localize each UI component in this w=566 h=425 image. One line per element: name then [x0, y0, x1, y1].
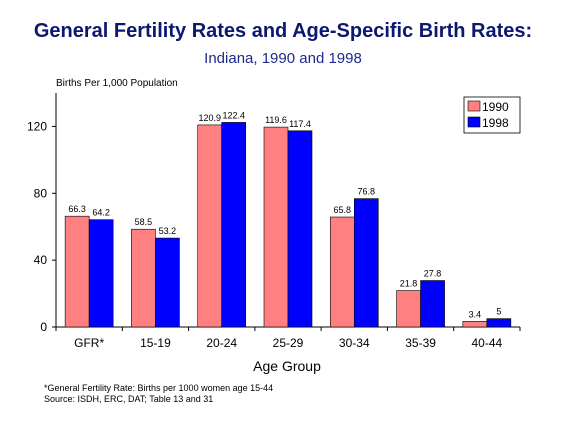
bar-1990	[263, 126, 289, 328]
bar-1998	[221, 122, 247, 328]
bar-value-label: 65.8	[334, 205, 352, 215]
bar-value-label: 21.8	[400, 279, 418, 289]
bar-1998	[287, 130, 313, 328]
bar-1990	[131, 228, 156, 328]
bar-value-label: 120.9	[198, 113, 221, 123]
bar-1998	[88, 219, 114, 328]
bar-value-label: 27.8	[424, 269, 442, 279]
x-tick-label: 20-24	[206, 336, 237, 350]
y-tick-label: 120	[27, 119, 47, 133]
bar-1990	[64, 215, 90, 328]
bar-value-label: 117.4	[289, 119, 311, 129]
y-axis-label: Births Per 1,000 Population	[56, 78, 178, 89]
x-tick-label: 35-39	[405, 336, 436, 350]
bar-value-label: 5	[496, 307, 501, 317]
bar-value-label: 66.3	[68, 204, 86, 214]
y-tick-label: 80	[34, 186, 48, 200]
bar-1998	[486, 318, 512, 328]
bar-value-label: 76.8	[358, 187, 376, 197]
bar-value-label: 122.4	[222, 110, 245, 120]
bar-1998	[353, 198, 379, 328]
legend-swatch	[467, 116, 481, 128]
bar-value-label: 3.4	[469, 309, 482, 319]
x-axis-label: Age Group	[253, 358, 321, 374]
x-tick-label: 40-44	[472, 336, 503, 350]
footnote-gfr: *General Fertility Rate: Births per 1000…	[44, 383, 274, 393]
bar-value-label: 53.2	[159, 226, 177, 236]
bar-1990	[396, 290, 421, 328]
x-tick-label: 25-29	[273, 336, 304, 350]
bar-1998	[420, 280, 445, 328]
bar-1990	[462, 321, 488, 328]
chart-title: General Fertility Rates and Age-Specific…	[33, 20, 533, 42]
chart-subtitle: Indiana, 1990 and 1998	[204, 50, 362, 67]
bar-value-label: 119.6	[265, 115, 287, 125]
bar-value-label: 64.2	[92, 208, 110, 218]
x-tick-label: GFR*	[74, 336, 104, 350]
bar-1998	[155, 237, 180, 328]
legend-label: 1990	[482, 100, 509, 114]
bar-1990	[197, 124, 223, 328]
bar-value-label: 58.5	[135, 217, 153, 227]
y-tick-label: 40	[34, 253, 48, 267]
x-tick-label: 30-34	[339, 336, 370, 350]
footnote-source: Source: ISDH, ERC, DAT; Table 13 and 31	[44, 394, 214, 404]
x-tick-label: 15-19	[140, 336, 171, 350]
legend-swatch	[467, 100, 481, 112]
legend-label: 1998	[482, 116, 509, 130]
bar-1990	[329, 216, 355, 328]
y-tick-label: 0	[40, 320, 47, 334]
